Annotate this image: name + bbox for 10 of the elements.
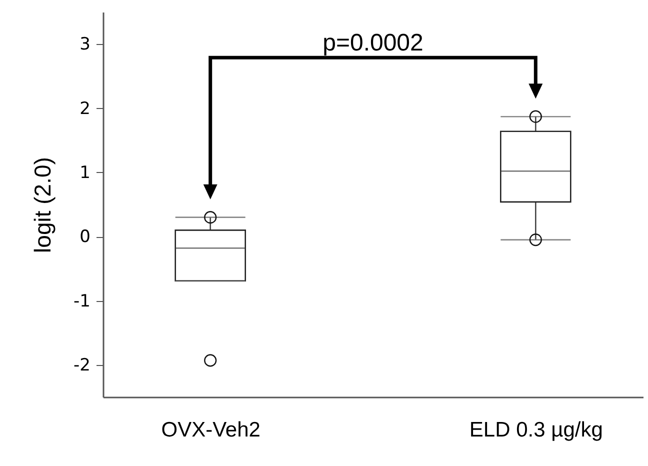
x-tick-label: OVX-Veh2 xyxy=(161,418,260,442)
y-tick-label: 1 xyxy=(80,162,90,183)
y-axis-title: logit (2.0) xyxy=(30,157,56,253)
x-tick-label: ELD 0.3 µg/kg xyxy=(469,418,603,442)
y-tick-label: 2 xyxy=(80,98,90,119)
y-tick-label: -1 xyxy=(74,291,90,312)
annotation: p=0.0002 xyxy=(322,30,424,57)
y-tick-label: -2 xyxy=(74,355,90,376)
y-tick-label: 0 xyxy=(80,227,90,248)
y-tick-label: 3 xyxy=(80,34,90,55)
